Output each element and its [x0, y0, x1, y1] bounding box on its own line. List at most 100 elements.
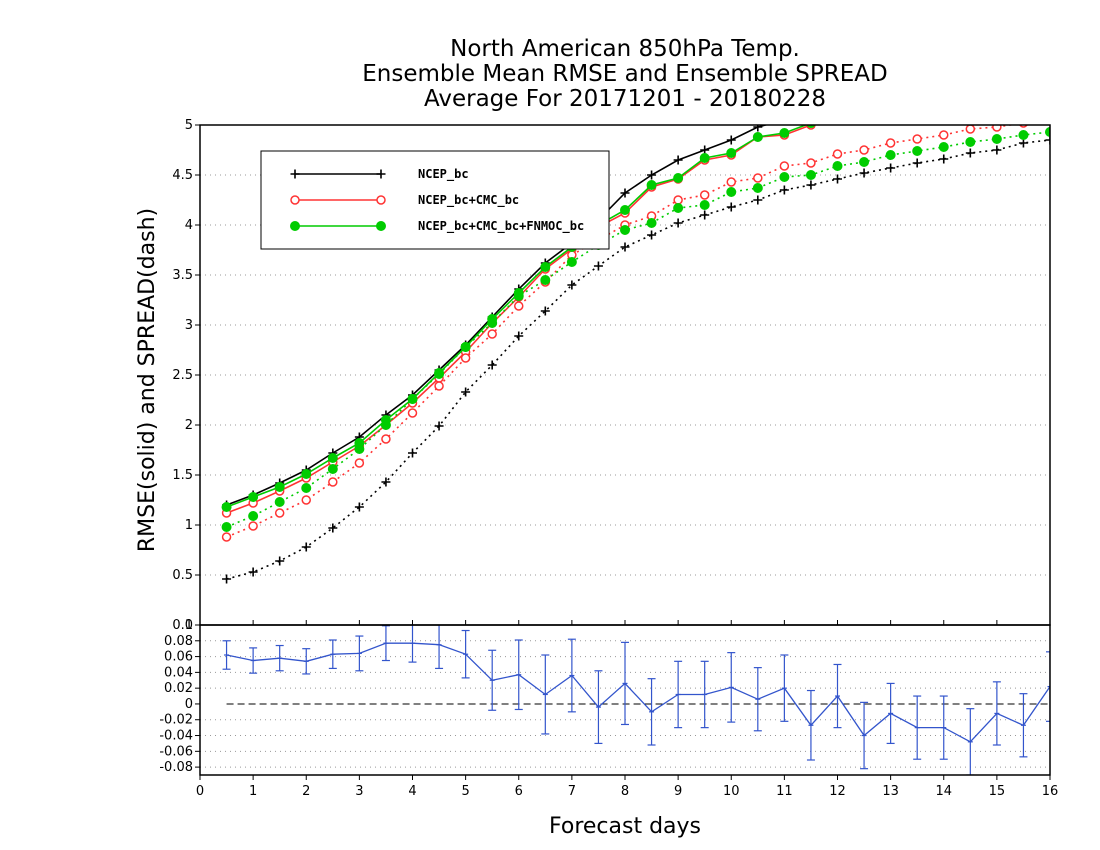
- filled-circle-marker: [673, 203, 684, 213]
- series-2: [221, 79, 1050, 532]
- filled-circle-marker: [327, 464, 338, 474]
- y-tick-label: 3.5: [172, 268, 193, 283]
- open-circle-marker: [514, 301, 524, 311]
- x-tick-label: 6: [515, 784, 523, 799]
- chart-title: North American 850hPa Temp.: [450, 36, 800, 62]
- x-tick-label: 13: [882, 784, 899, 799]
- filled-circle-marker: [301, 483, 312, 493]
- plus-marker: [647, 170, 657, 180]
- diff-y-tick-label: 0.06: [164, 650, 193, 665]
- plus-marker: [301, 542, 311, 552]
- filled-circle-marker: [992, 84, 1001, 93]
- filled-circle-marker: [290, 221, 300, 231]
- y-tick-label: 4.5: [172, 168, 193, 183]
- filled-circle-marker: [726, 187, 737, 197]
- filled-circle-marker: [939, 94, 948, 103]
- filled-circle-marker: [1019, 79, 1028, 88]
- plus-marker: [222, 574, 232, 584]
- open-circle-marker: [965, 125, 976, 134]
- y-tick-label: 1: [185, 518, 193, 533]
- plus-marker: [673, 155, 683, 165]
- diff-y-tick-label: -0.02: [159, 713, 193, 728]
- rmse-line: [226, 125, 808, 508]
- open-circle-marker: [993, 86, 1001, 94]
- open-circle-marker: [860, 111, 868, 119]
- open-circle-marker: [460, 353, 471, 363]
- diff-y-tick-label: 0.1: [172, 618, 193, 633]
- plus-marker: [381, 477, 391, 487]
- x-tick-label: 1: [249, 784, 257, 799]
- plus-marker: [992, 76, 1001, 85]
- diff-y-tick-label: 0.04: [164, 665, 193, 680]
- filled-circle-marker: [673, 173, 684, 183]
- plus-marker: [328, 523, 338, 533]
- open-circle-marker: [992, 125, 1002, 132]
- plus-marker: [753, 125, 763, 132]
- open-circle-marker: [487, 329, 497, 339]
- y-tick-label: 0: [185, 618, 193, 633]
- plus-marker: [965, 148, 975, 158]
- rmse-line: [226, 125, 769, 506]
- plus-marker: [1045, 135, 1050, 145]
- filled-circle-marker: [752, 132, 763, 142]
- plus-marker: [408, 448, 417, 458]
- plus-marker: [461, 387, 471, 397]
- x-tick-label: 12: [829, 784, 846, 799]
- open-circle-marker: [859, 145, 869, 155]
- filled-circle-marker: [274, 497, 285, 507]
- plus-marker: [700, 210, 710, 220]
- y-tick-label: 0.5: [172, 568, 193, 583]
- plus-marker: [992, 145, 1002, 155]
- open-circle-marker: [966, 91, 974, 99]
- open-circle-marker: [912, 134, 922, 144]
- filled-circle-marker: [354, 444, 365, 454]
- filled-circle-marker: [460, 342, 471, 352]
- open-circle-marker: [885, 138, 896, 148]
- diff-y-tick-label: 0: [185, 697, 193, 712]
- filled-circle-marker: [859, 157, 870, 167]
- open-circle-marker: [1046, 76, 1054, 84]
- plus-marker: [833, 106, 842, 115]
- plus-marker: [567, 280, 577, 290]
- plus-marker: [593, 261, 603, 271]
- filled-circle-marker: [566, 257, 577, 267]
- plus-marker: [620, 242, 630, 252]
- open-circle-marker: [1046, 116, 1054, 124]
- filled-circle-marker: [885, 150, 896, 160]
- chart-subtitle-2: Average For 20171201 - 20180228: [423, 86, 827, 112]
- plus-marker: [354, 502, 364, 512]
- open-circle-marker: [887, 106, 895, 114]
- x-tick-label: 14: [935, 784, 952, 799]
- filled-circle-marker: [620, 205, 630, 215]
- filled-circle-marker: [966, 89, 975, 98]
- legend-label-2: NCEP_bc+CMC_bc+FNMOC_bc: [418, 219, 584, 234]
- plus-marker: [779, 185, 789, 195]
- open-circle-marker: [806, 158, 816, 168]
- y-tick-label: 4: [185, 218, 193, 233]
- open-circle-marker: [779, 161, 790, 171]
- filled-circle-marker: [274, 482, 285, 492]
- plus-marker: [886, 96, 895, 105]
- plus-marker: [859, 168, 869, 178]
- filled-circle-marker: [646, 180, 657, 190]
- x-tick-label: 7: [568, 784, 576, 799]
- x-tick-label: 0: [196, 784, 204, 799]
- filled-circle-marker: [806, 125, 816, 128]
- filled-circle-marker: [221, 502, 232, 512]
- plus-marker: [780, 116, 789, 125]
- x-tick-label: 4: [408, 784, 416, 799]
- filled-circle-marker: [832, 161, 843, 171]
- chart-subtitle-1: Ensemble Mean RMSE and Ensemble SPREAD: [362, 61, 888, 87]
- open-circle-marker: [301, 495, 311, 505]
- filled-circle-marker: [699, 200, 710, 210]
- plus-marker: [833, 174, 842, 184]
- open-circle-marker: [699, 190, 710, 200]
- plus-marker: [700, 145, 710, 155]
- legend: NCEP_bc NCEP_bc+CMC_bc NCEP_bc+CMC_bc+FNMO…: [260, 150, 610, 250]
- x-tick-label: 10: [723, 784, 740, 799]
- plus-marker: [275, 556, 285, 566]
- filled-circle-marker: [726, 148, 737, 158]
- plus-marker: [1046, 66, 1055, 75]
- plus-marker: [376, 169, 386, 179]
- open-circle-marker: [354, 458, 365, 468]
